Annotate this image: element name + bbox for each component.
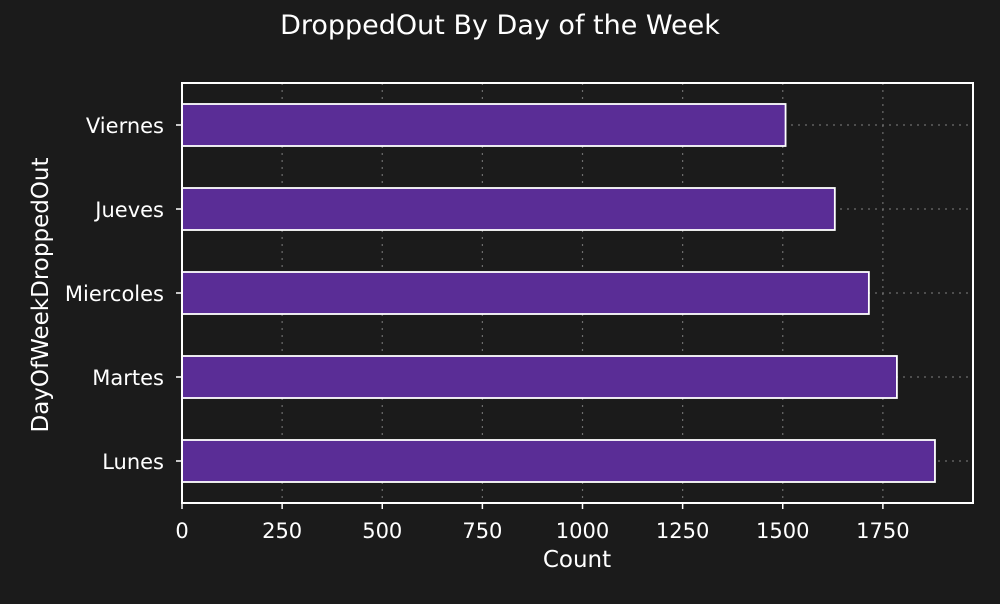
y-tick-label: Lunes [102, 450, 164, 474]
x-tick-label: 0 [175, 519, 188, 543]
x-tick-label: 500 [362, 519, 402, 543]
x-axis-label: Count [543, 547, 611, 573]
y-tick-label: Viernes [86, 114, 164, 138]
bar-jueves [181, 187, 836, 231]
y-tick-label: Miercoles [65, 282, 164, 306]
bar-lunes [181, 439, 936, 483]
bars [181, 103, 936, 483]
x-tick-label: 250 [262, 519, 302, 543]
x-tick-label: 1500 [756, 519, 809, 543]
x-tick-label: 1250 [656, 519, 709, 543]
y-tick-label: Jueves [93, 198, 164, 222]
y-axis-label: DayOfWeekDroppedOut [28, 157, 54, 432]
x-tick-label: 1000 [556, 519, 609, 543]
x-tick-label: 750 [462, 519, 502, 543]
bar-martes [181, 355, 898, 399]
bar-miercoles [181, 271, 870, 315]
x-tick-labels: 0 250 500 750 1000 1250 1500 1750 [175, 503, 910, 543]
x-tick-label: 1750 [856, 519, 909, 543]
chart-title: DroppedOut By Day of the Week [280, 10, 720, 41]
bar-viernes [181, 103, 787, 147]
y-tick-label: Martes [92, 366, 164, 390]
y-tick-labels: Lunes Martes Miercoles Jueves Viernes [65, 114, 182, 474]
